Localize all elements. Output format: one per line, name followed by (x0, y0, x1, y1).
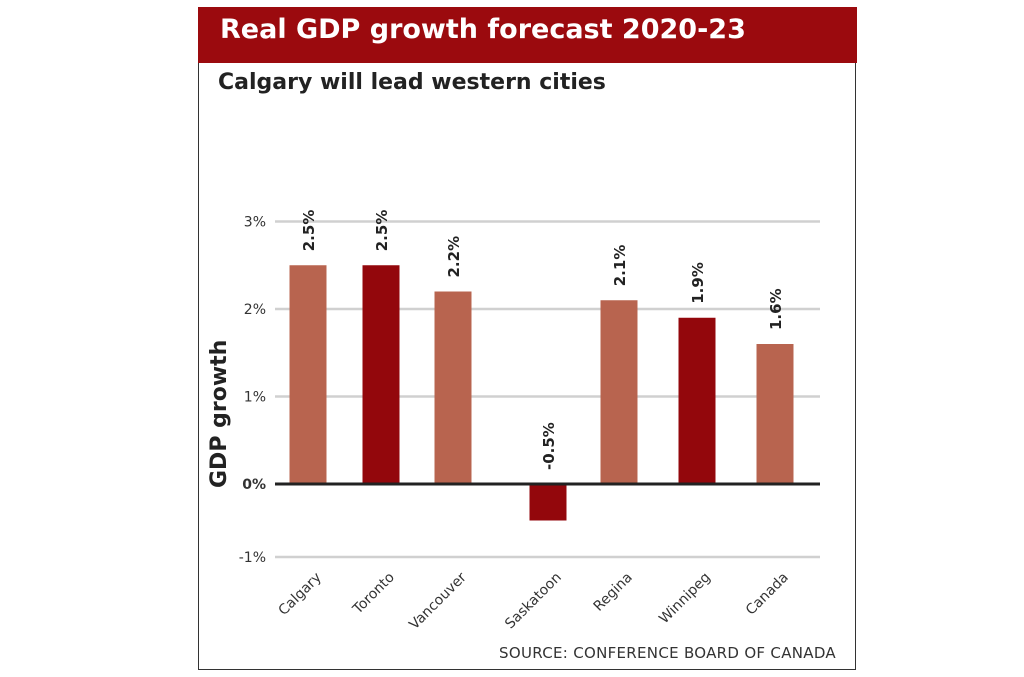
x-tick-label: Regina (591, 570, 636, 615)
chart-subtitle: Calgary will lead western cities (218, 70, 606, 95)
data-label: 1.9% (689, 262, 707, 304)
y-tick-label: 2% (244, 302, 266, 318)
chart-title: Real GDP growth forecast 2020-23 (220, 14, 746, 45)
y-tick-label: -1% (239, 550, 266, 566)
data-label: 2.5% (300, 210, 318, 252)
x-tick-label: Canada (743, 570, 792, 619)
data-label: 2.5% (373, 210, 391, 252)
data-label: 2.2% (445, 236, 463, 278)
x-tick-label: Toronto (349, 570, 398, 619)
y-tick-label: 3% (244, 215, 266, 231)
source-note: SOURCE: CONFERENCE BOARD OF CANADA (499, 644, 836, 662)
data-label: 1.6% (767, 288, 785, 330)
bar-winnipeg (678, 317, 716, 484)
bar-regina (600, 300, 638, 484)
x-tick-label: Calgary (275, 570, 324, 619)
data-label: -0.5% (540, 422, 558, 470)
bar-calgary (289, 265, 327, 484)
x-tick-label: Saskatoon (502, 570, 565, 633)
y-axis-label: GDP growth (207, 340, 232, 488)
bar-toronto (362, 265, 400, 484)
x-tick-label: Winnipeg (656, 570, 714, 628)
x-tick-label: Vancouver (406, 569, 470, 633)
title-banner (198, 7, 857, 63)
y-tick-label: 0% (242, 477, 266, 493)
bar-saskatoon (529, 484, 567, 521)
data-label: 2.1% (611, 245, 629, 287)
bar-vancouver (434, 291, 472, 484)
y-tick-label: 1% (244, 390, 266, 406)
bar-canada (756, 344, 794, 484)
